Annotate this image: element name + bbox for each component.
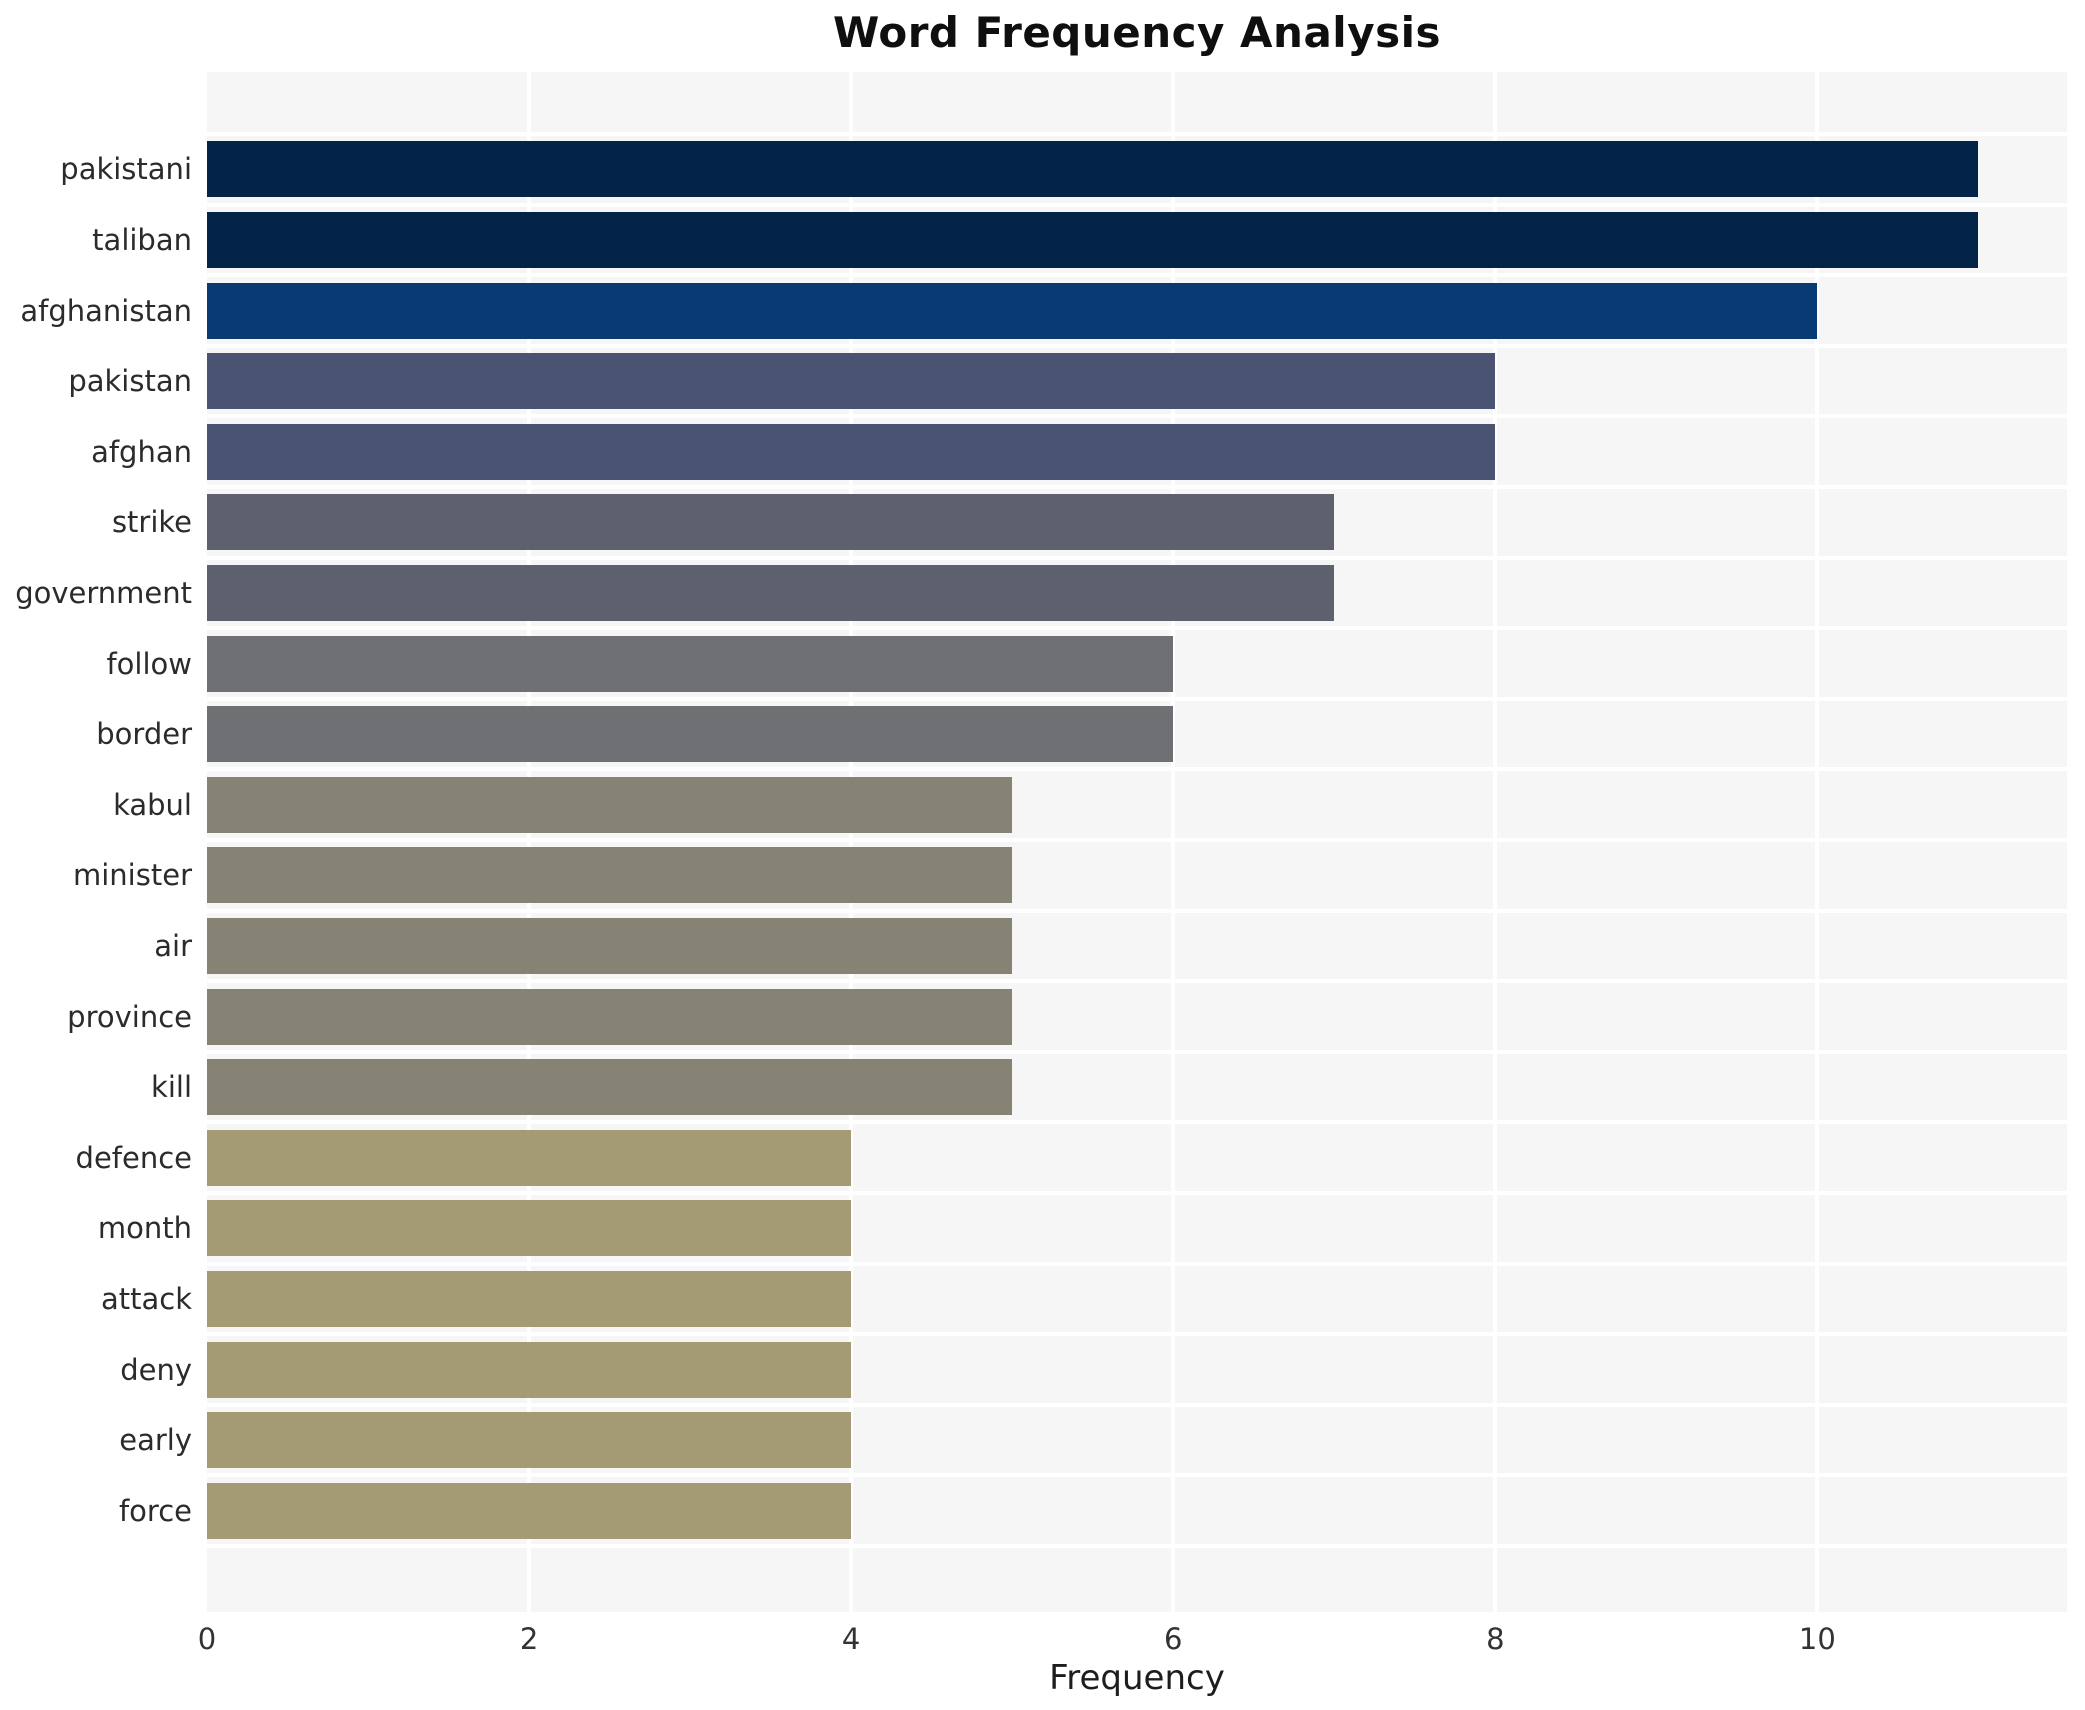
bar-strike — [207, 494, 1335, 551]
x-tick-label: 10 — [1798, 1622, 1836, 1656]
bar-kill — [207, 1059, 1013, 1116]
y-axis-label: kabul — [113, 787, 192, 822]
gridline-horizontal — [207, 1120, 2067, 1125]
x-tick-label: 2 — [519, 1622, 539, 1656]
gridline-horizontal — [207, 1261, 2067, 1266]
gridline-horizontal — [207, 1049, 2067, 1054]
gridline-vertical — [527, 72, 532, 1612]
x-tick-label: 4 — [841, 1622, 861, 1656]
gridline-horizontal — [207, 343, 2067, 348]
y-axis-label: afghan — [91, 434, 192, 469]
gridline-vertical — [849, 72, 854, 1612]
bar-force — [207, 1482, 852, 1539]
y-axis-label: air — [154, 928, 192, 963]
bar-afghanistan — [207, 282, 1818, 339]
gridline-horizontal — [207, 1473, 2067, 1478]
gridline-horizontal — [207, 414, 2067, 419]
plot-area — [207, 72, 2067, 1612]
gridline-horizontal — [207, 979, 2067, 984]
gridline-horizontal — [207, 273, 2067, 278]
x-tick-label: 0 — [197, 1622, 217, 1656]
gridline-horizontal — [207, 626, 2067, 631]
y-axis-label: minister — [73, 858, 192, 893]
y-axis-label: border — [96, 717, 192, 752]
y-axis-label: pakistani — [60, 152, 192, 187]
y-axis-label: early — [119, 1423, 192, 1458]
y-axis-label: strike — [111, 505, 192, 540]
y-axis-label: deny — [120, 1352, 192, 1387]
bar-border — [207, 706, 1174, 763]
y-axis-label: defence — [75, 1140, 192, 1175]
bar-afghan — [207, 423, 1496, 480]
bar-pakistan — [207, 353, 1496, 410]
gridline-vertical — [1171, 72, 1176, 1612]
gridline-horizontal — [207, 696, 2067, 701]
gridline-horizontal — [207, 767, 2067, 772]
bar-taliban — [207, 211, 1979, 268]
bar-defence — [207, 1129, 852, 1186]
y-axis-label: government — [15, 575, 192, 610]
y-axis-label: follow — [106, 646, 192, 681]
bar-minister — [207, 847, 1013, 904]
y-axis-label: attack — [100, 1281, 192, 1316]
gridline-horizontal — [207, 1544, 2067, 1548]
x-axis-title: Frequency — [1049, 1658, 1225, 1698]
gridline-horizontal — [207, 202, 2067, 207]
y-axis-label: pakistan — [68, 364, 192, 399]
bar-kabul — [207, 776, 1013, 833]
gridline-horizontal — [207, 555, 2067, 560]
gridline-vertical — [1493, 72, 1498, 1612]
bar-air — [207, 917, 1013, 974]
bar-government — [207, 564, 1335, 621]
gridline-horizontal — [207, 1332, 2067, 1337]
gridline-horizontal — [207, 1191, 2067, 1195]
gridline-horizontal — [207, 838, 2067, 842]
y-axis-label: month — [97, 1211, 192, 1246]
gridline-horizontal — [207, 485, 2067, 489]
bar-deny — [207, 1341, 852, 1398]
bar-month — [207, 1200, 852, 1257]
gridline-horizontal — [207, 1402, 2067, 1407]
y-axis-label: afghanistan — [20, 293, 192, 328]
chart-title: Word Frequency Analysis — [833, 8, 1441, 57]
x-tick-label: 8 — [1486, 1622, 1505, 1656]
y-axis-label: taliban — [92, 222, 192, 257]
y-axis-label: kill — [151, 1070, 192, 1105]
bar-province — [207, 988, 1013, 1045]
bar-pakistani — [207, 141, 1979, 198]
bar-attack — [207, 1270, 852, 1327]
gridline-horizontal — [207, 908, 2067, 913]
gridline-horizontal — [207, 132, 2067, 136]
bar-follow — [207, 635, 1174, 692]
x-tick-label: 6 — [1163, 1622, 1183, 1656]
bar-early — [207, 1412, 852, 1469]
y-axis-label: province — [67, 999, 192, 1034]
gridline-vertical — [1815, 72, 1820, 1612]
y-axis-label: force — [118, 1493, 192, 1528]
